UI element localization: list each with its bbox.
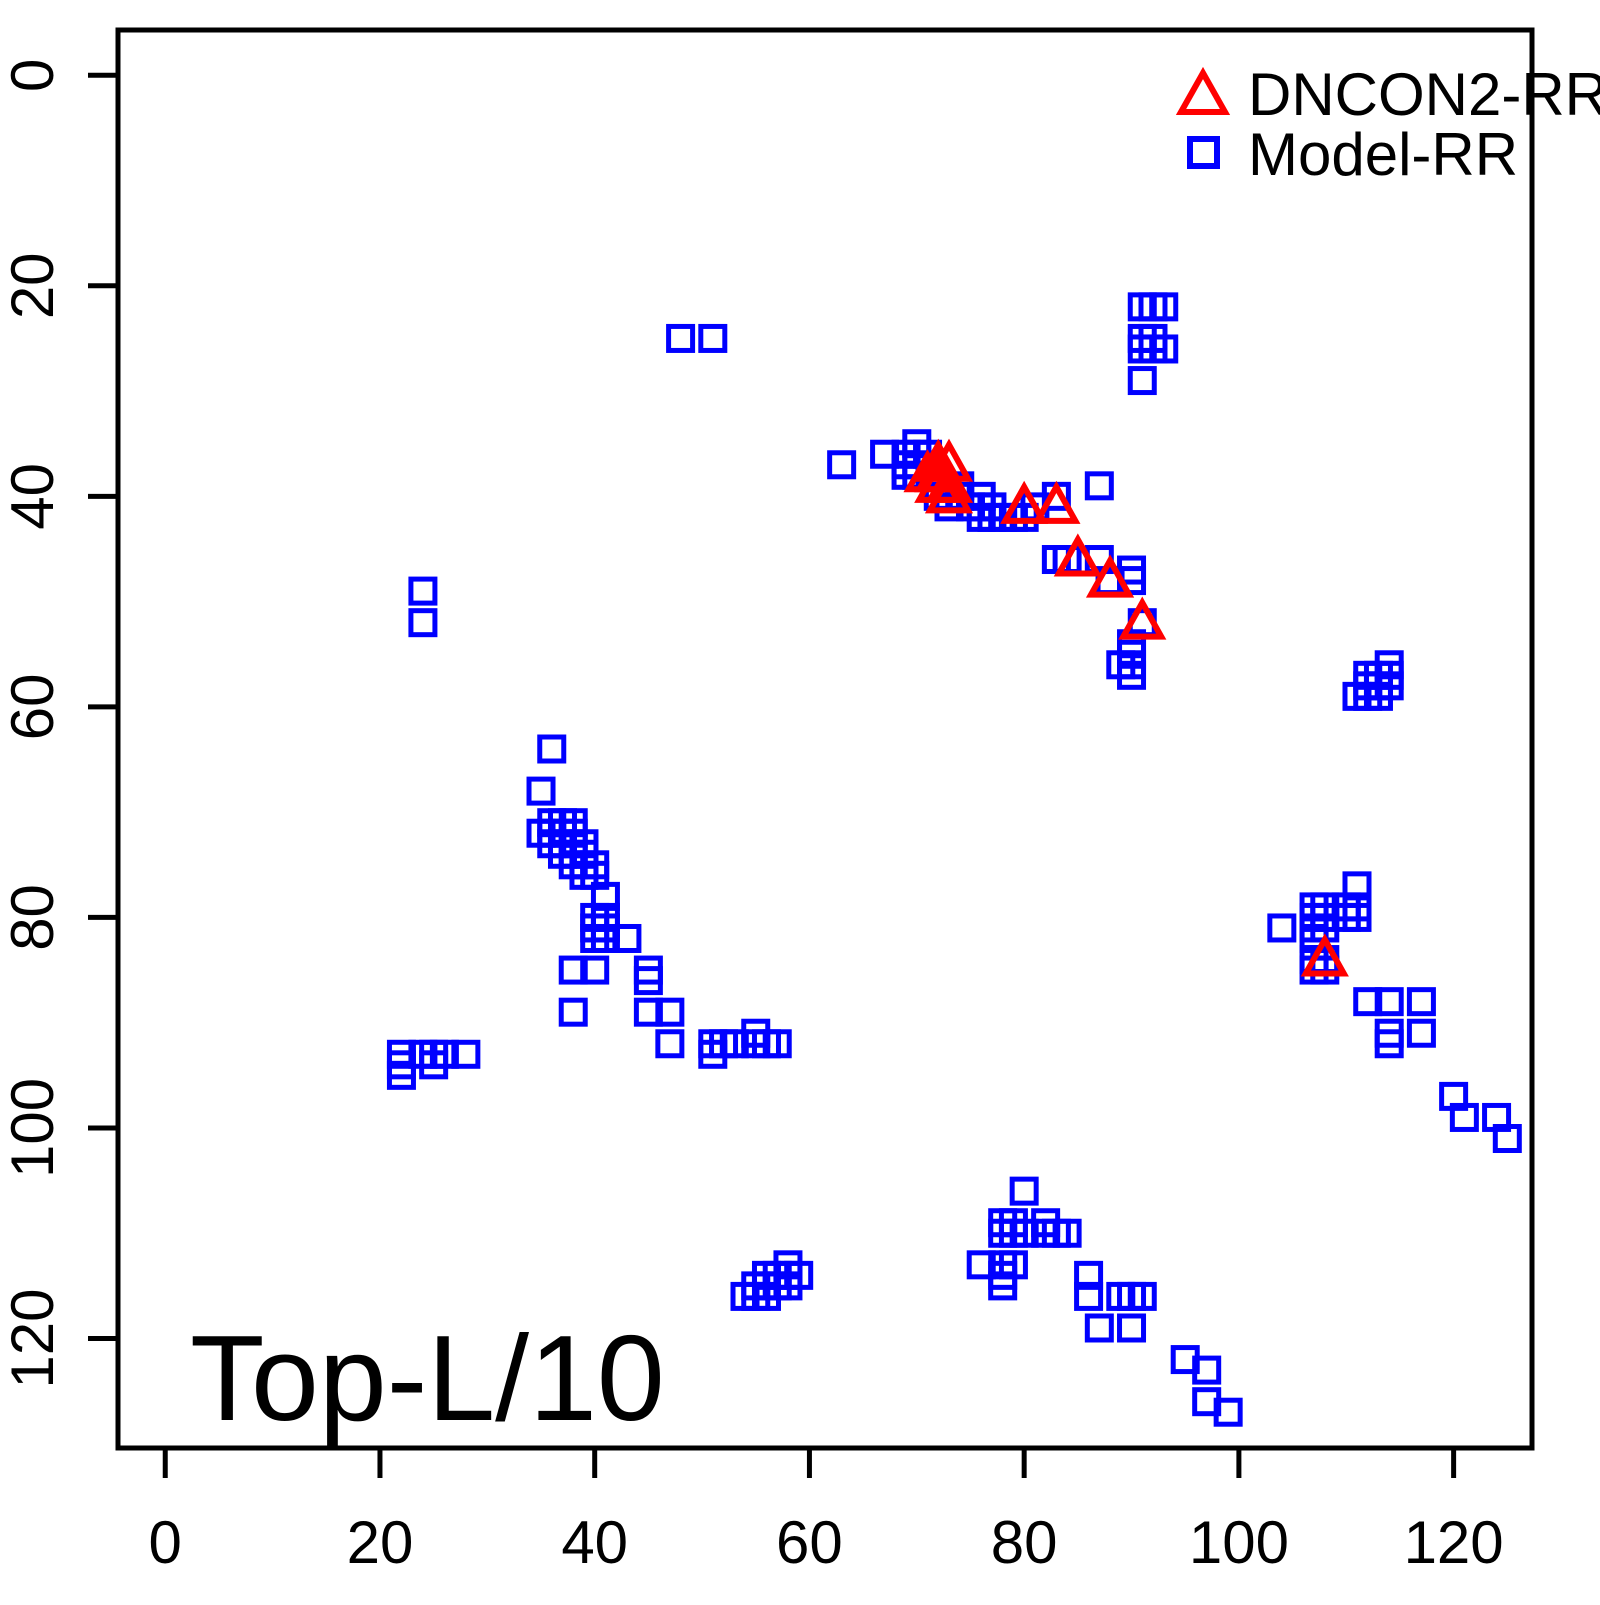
y-tick-label: 20 — [0, 252, 66, 319]
dncon2-rr-points-layer — [903, 438, 1349, 977]
dncon2-rr-point — [1032, 480, 1081, 524]
model-rr-point — [1074, 1260, 1104, 1290]
model-rr-point — [1267, 913, 1297, 943]
plot-border — [115, 27, 1535, 1451]
legend-label-model: Model-RR — [1248, 121, 1518, 188]
dncon2-rr-point — [924, 459, 974, 503]
y-tick-label: 0 — [0, 59, 66, 92]
x-tick-label: 100 — [1189, 1509, 1289, 1576]
dncon2-rr-point — [1085, 554, 1135, 598]
model-rr-point — [1449, 1102, 1479, 1132]
x-tick-label: 20 — [347, 1509, 414, 1576]
model-rr-point — [408, 608, 438, 638]
legend-label-dncon2: DNCON2-RR — [1248, 61, 1600, 128]
model-rr-point — [1363, 681, 1393, 711]
model-rr-point — [1342, 902, 1372, 932]
dncon2-rr-point — [1000, 480, 1049, 524]
x-tick-label: 80 — [991, 1509, 1058, 1576]
model-rr-point — [526, 776, 556, 806]
model-rr-point — [1084, 471, 1114, 501]
model-rr-point — [1149, 292, 1179, 322]
model-rr-point — [590, 923, 620, 953]
model-rr-point — [633, 966, 663, 996]
model-rr-point — [451, 1039, 481, 1069]
x-tick-label: 0 — [149, 1509, 182, 1576]
y-axis-ticks: 0 20 40 60 80 100 120 — [0, 59, 118, 1389]
model-rr-point — [655, 997, 685, 1027]
y-tick-label: 60 — [0, 674, 66, 741]
legend: DNCON2-RR Model-RR — [1175, 61, 1600, 188]
model-rr-point — [934, 492, 964, 522]
model-rr-point — [1310, 955, 1340, 985]
model-rr-point — [419, 1050, 449, 1080]
model-rr-point — [1052, 1218, 1082, 1248]
x-tick-label: 60 — [776, 1509, 843, 1576]
model-rr-point — [698, 1039, 728, 1069]
model-rr-point — [408, 576, 438, 606]
x-tick-label: 120 — [1404, 1509, 1504, 1576]
model-rr-point — [1374, 987, 1404, 1017]
model-rr-point — [1117, 1313, 1147, 1343]
model-rr-point — [988, 1271, 1018, 1301]
legend-triangle-icon — [1175, 66, 1231, 115]
model-rr-point — [1074, 1281, 1104, 1311]
model-rr-point — [1192, 1355, 1222, 1385]
x-axis-ticks: 0 20 40 60 80 100 120 — [149, 1448, 1504, 1576]
dncon2-rr-point — [924, 470, 974, 514]
plot-title: Top-L/10 — [190, 1310, 665, 1446]
y-tick-label: 100 — [0, 1078, 66, 1178]
model-rr-point — [1009, 1176, 1039, 1206]
model-rr-point — [1406, 1018, 1436, 1048]
y-tick-label: 80 — [0, 884, 66, 951]
x-tick-label: 40 — [561, 1509, 628, 1576]
model-rr-point — [827, 450, 857, 480]
model-rr-point — [655, 1029, 685, 1059]
dncon2-rr-point — [1118, 596, 1167, 640]
model-rr-point — [666, 323, 696, 353]
model-rr-point — [1127, 366, 1157, 396]
y-tick-label: 40 — [0, 463, 66, 530]
y-tick-label: 120 — [0, 1288, 66, 1388]
model-rr-point — [1406, 987, 1436, 1017]
model-rr-point — [612, 923, 642, 953]
model-rr-point — [633, 997, 663, 1027]
model-rr-point — [1149, 334, 1179, 364]
legend-square-icon — [1187, 136, 1220, 169]
model-rr-point — [558, 955, 588, 985]
model-rr-point — [762, 1029, 792, 1059]
model-rr-point — [1127, 1281, 1157, 1311]
model-rr-point — [580, 955, 610, 985]
model-rr-point — [698, 323, 728, 353]
model-rr-point — [1106, 650, 1136, 680]
model-rr-point — [1084, 1313, 1114, 1343]
dncon2-rr-point — [1300, 933, 1349, 977]
model-rr-point — [558, 997, 588, 1027]
model-rr-point — [386, 1060, 416, 1090]
model-rr-point — [1213, 1397, 1243, 1427]
model-rr-point — [1492, 1124, 1522, 1154]
model-rr-point — [537, 734, 567, 764]
model-rr-point — [1353, 987, 1383, 1017]
model-rr-point — [751, 1281, 781, 1311]
model-rr-point — [1374, 1029, 1404, 1059]
dncon2-rr-point — [1053, 533, 1102, 577]
